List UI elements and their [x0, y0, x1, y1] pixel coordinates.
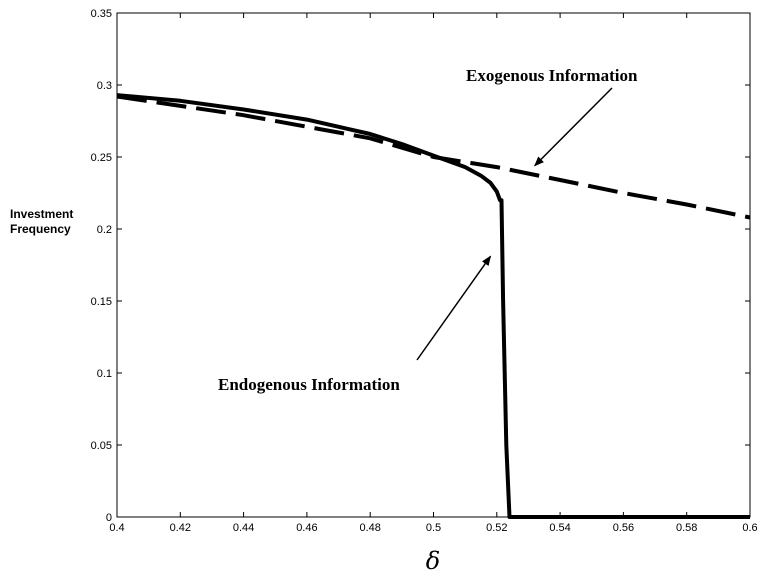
series-line-solid — [116, 93, 750, 519]
x-tick-label: 0.46 — [296, 522, 317, 534]
x-tick-label: 0.52 — [486, 522, 507, 534]
x-axis-label: δ — [426, 547, 440, 575]
x-tick-label: 0.6 — [742, 522, 757, 534]
x-tick-label: 0.58 — [676, 522, 697, 534]
x-tick-label: 0.56 — [613, 522, 634, 534]
plot-area — [116, 12, 751, 518]
x-tick-label: 0.48 — [359, 522, 380, 534]
annotation-label: Exogenous Information — [466, 66, 638, 85]
y-axis-label-line-1: Investment — [10, 207, 73, 221]
y-tick-label: 0.3 — [97, 80, 112, 92]
series-line-dashed — [116, 94, 751, 220]
annotation-label: Endogenous Information — [218, 375, 400, 394]
y-tick-label: 0.15 — [91, 296, 112, 308]
y-tick-label: 0.05 — [91, 440, 112, 452]
y-tick-label: 0 — [106, 512, 112, 524]
annotation-arrow — [534, 87, 613, 167]
y-tick-label: 0.35 — [91, 8, 112, 20]
x-tick-label: 0.5 — [426, 522, 441, 534]
x-axis-ticks: 0.4 0.42 0.44 0.46 0.48 0.5 0.52 0.54 0.56 0.58 0.… — [109, 13, 758, 534]
annotation-arrow — [416, 255, 492, 361]
y-tick-label: 0.25 — [91, 152, 112, 164]
y-tick-label: 0.1 — [97, 368, 112, 380]
y-axis-ticks: 0 0.05 0.1 0.15 0.2 0.25 0.3 0.35 — [91, 8, 750, 524]
series-layer — [116, 93, 751, 519]
y-tick-label: 0.2 — [97, 224, 112, 236]
x-tick-label: 0.44 — [233, 522, 254, 534]
x-tick-label: 0.54 — [549, 522, 570, 534]
x-tick-label: 0.42 — [170, 522, 191, 534]
y-axis-label-line-2: Frequency — [10, 222, 71, 236]
x-tick-label: 0.4 — [109, 522, 124, 534]
annotations-layer: Exogenous Information Endogenous Informat… — [218, 66, 638, 394]
